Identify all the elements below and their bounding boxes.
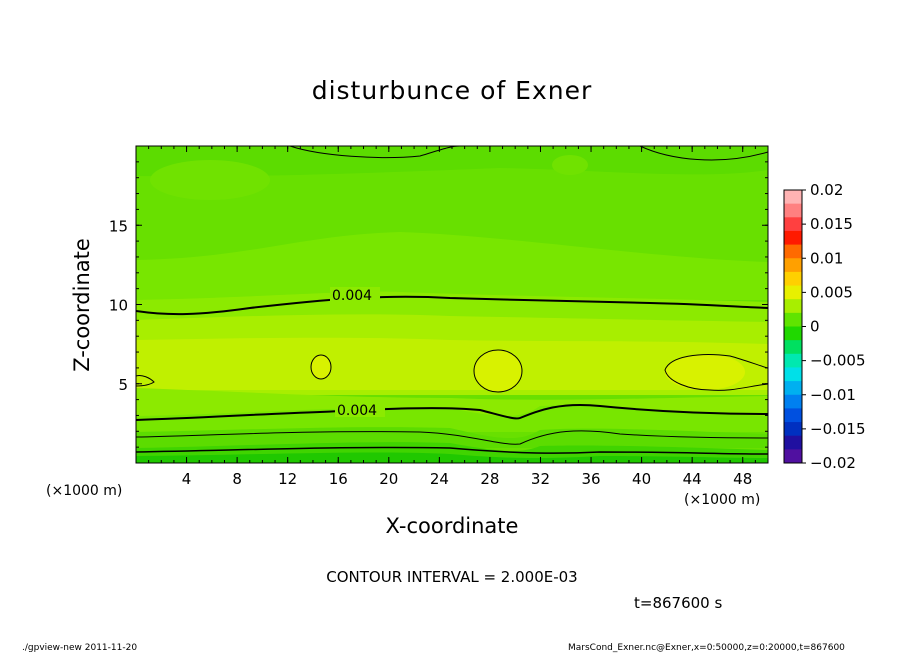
x-ticks: 4 8 12 16 20 24 28 32 36 40 44 48	[135, 146, 769, 488]
contour-blob-3	[664, 354, 768, 391]
contour-line-top-1	[289, 146, 461, 159]
x-unit-label-right: (×1000 m)	[684, 492, 761, 508]
colorbar-swatch	[784, 394, 802, 409]
colorbar-tick-label: 0.01	[810, 249, 843, 267]
contour-interval-note: CONTOUR INTERVAL = 2.000E-03	[326, 568, 578, 586]
colorbar-tick-label: −0.015	[810, 420, 866, 438]
colorbar-swatch	[784, 353, 802, 368]
chart-title: disturbunce of Exner	[311, 76, 593, 105]
colorbar-swatch	[784, 312, 802, 327]
colorbar-swatch	[784, 408, 802, 423]
field-blob-3	[665, 354, 745, 390]
colorbar-tick-label: −0.005	[810, 352, 866, 370]
colorbar-swatch	[784, 244, 802, 259]
footer-left: ./gpview-new 2011-11-20	[22, 643, 138, 653]
contour-line-left-edge	[136, 375, 155, 387]
contour-label-bg-1	[330, 287, 380, 302]
colorbar-swatch	[784, 326, 802, 341]
contour-blob-2	[473, 349, 523, 393]
colorbar-swatch	[784, 230, 802, 246]
x-tick-label: 32	[531, 470, 550, 488]
colorbar-tick-label: 0.015	[810, 215, 853, 233]
y-axis-label: Z-coordinate	[70, 238, 94, 372]
y-tick-label: 5	[118, 376, 128, 394]
field-band-low2	[136, 405, 768, 432]
colorbar-swatch	[784, 435, 802, 450]
x-tick-label: 36	[581, 470, 600, 488]
field-blob-top-mid	[552, 155, 588, 175]
colorbar-tick-label: 0.005	[810, 283, 853, 301]
x-tick-label: 4	[182, 470, 192, 488]
x-tick-label: 48	[733, 470, 752, 488]
x-unit-label-left: (×1000 m)	[46, 483, 123, 499]
colorbar-swatch	[784, 381, 802, 396]
x-tick-label: 12	[278, 470, 297, 488]
colorbar-tick-label: −0.01	[810, 386, 856, 404]
x-tick-label: 24	[430, 470, 449, 488]
contour-line-lower-thin	[136, 430, 768, 445]
colorbar-swatch	[784, 258, 802, 273]
field-blob-1	[311, 355, 331, 379]
colorbar-swatch	[784, 271, 802, 287]
contour-blob-1	[310, 354, 332, 380]
x-tick-label: 16	[329, 470, 348, 488]
colorbar-swatch	[784, 449, 802, 464]
x-tick-label: 44	[683, 470, 702, 488]
colorbar-tick-label: 0	[810, 318, 820, 336]
colorbar-tick-label: −0.02	[810, 454, 856, 472]
colorbar-swatch	[784, 190, 802, 205]
x-tick-label: 28	[480, 470, 499, 488]
field-blob-2	[474, 350, 522, 392]
colorbar-swatch	[784, 203, 802, 218]
footer-right: MarsCond_Exner.nc@Exner,x=0:50000,z=0:20…	[568, 643, 845, 653]
x-axis-label-text: X-coordinate	[385, 514, 519, 538]
field-band-upper	[136, 232, 768, 300]
x-tick-label: 20	[379, 470, 398, 488]
colorbar-swatch	[784, 422, 802, 437]
field-band-core	[136, 337, 768, 390]
colorbar-swatch	[784, 340, 802, 355]
colorbar-tick-label: 0.02	[810, 181, 843, 199]
contour-line-lower	[136, 403, 768, 421]
contour-line-bottom	[136, 446, 768, 455]
x-tick-label: 40	[632, 470, 651, 488]
colorbar-swatch	[784, 217, 802, 232]
field-band-bottom	[136, 452, 768, 463]
contour-label-upper: 0.004	[332, 288, 372, 304]
y-tick-label: 15	[109, 217, 128, 235]
time-stamp: t=867600 s	[634, 594, 723, 612]
contour-line-top-2	[639, 146, 768, 161]
x-tick-label: 8	[232, 470, 242, 488]
heatmap-field	[136, 146, 768, 463]
contour-label-bg-2	[335, 402, 385, 417]
field-band-top	[136, 146, 768, 177]
contour-line-upper	[136, 295, 768, 316]
x-axis-label: X-coordinate	[0, 514, 904, 538]
colorbar-swatch	[784, 285, 802, 300]
colorbar: 0.02 0.015 0.01 0.005 0 −0.005 −0.01 −0.015 −0.0…	[783, 181, 866, 472]
colorbar-swatch	[784, 367, 802, 382]
colorbar-swatch	[784, 299, 802, 314]
y-ticks: 5 10 15	[109, 145, 768, 464]
field-blob-top-left	[150, 160, 270, 200]
contour-label-lower: 0.004	[337, 403, 377, 419]
y-tick-label: 10	[109, 297, 128, 315]
